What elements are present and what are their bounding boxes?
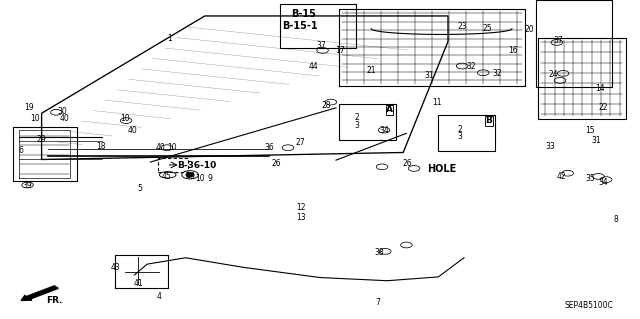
Text: 37: 37 <box>316 41 326 50</box>
Text: 33: 33 <box>545 142 556 151</box>
Text: 46: 46 <box>185 172 195 181</box>
Bar <box>339 104 396 140</box>
Text: 40: 40 <box>59 114 69 123</box>
Text: 18: 18 <box>96 142 105 151</box>
Text: 20: 20 <box>524 25 534 34</box>
Text: 45: 45 <box>161 172 172 181</box>
Text: 42: 42 <box>556 172 566 181</box>
Text: 10: 10 <box>120 114 131 123</box>
Text: 35: 35 <box>585 174 595 182</box>
Text: 11: 11 <box>432 98 441 107</box>
Text: FR.: FR. <box>46 296 63 305</box>
Text: 41: 41 <box>134 279 144 288</box>
Text: 43: 43 <box>110 263 120 272</box>
Text: 17: 17 <box>335 46 346 55</box>
Text: 31: 31 <box>424 71 434 80</box>
Text: 14: 14 <box>595 84 605 93</box>
Text: B-15-1: B-15-1 <box>282 21 317 31</box>
Text: 13: 13 <box>296 213 306 222</box>
Bar <box>438 115 495 151</box>
Text: 7: 7 <box>375 298 380 307</box>
Text: 32: 32 <box>467 62 477 71</box>
Text: 3: 3 <box>457 132 462 141</box>
Text: 28: 28 <box>322 101 331 110</box>
Text: 5: 5 <box>137 184 142 193</box>
Text: 22: 22 <box>598 103 607 112</box>
Text: 24: 24 <box>548 70 558 78</box>
Text: B-15: B-15 <box>292 9 316 19</box>
Text: 10: 10 <box>195 174 205 182</box>
Text: 27: 27 <box>296 138 306 147</box>
Text: 3: 3 <box>355 121 360 130</box>
Text: 37: 37 <box>553 36 563 45</box>
Text: 10: 10 <box>166 143 177 152</box>
Text: 1: 1 <box>167 34 172 43</box>
Text: 44: 44 <box>308 62 319 71</box>
Text: 29: 29 <box>36 135 47 144</box>
Text: 32: 32 <box>492 69 502 78</box>
Text: 21: 21 <box>367 66 376 75</box>
Text: 26: 26 <box>403 159 413 168</box>
Text: 2: 2 <box>355 113 360 122</box>
Text: 23: 23 <box>457 22 467 31</box>
Text: HOLE: HOLE <box>427 164 456 174</box>
Text: 30: 30 <box>58 107 68 115</box>
Text: 8: 8 <box>613 215 618 224</box>
Text: 19: 19 <box>24 103 34 112</box>
Text: 39: 39 <box>22 181 32 190</box>
Text: 2: 2 <box>457 125 462 134</box>
Text: 38: 38 <box>374 248 384 257</box>
Text: 10: 10 <box>30 114 40 123</box>
Text: 4: 4 <box>156 292 161 300</box>
Text: 25: 25 <box>483 24 493 33</box>
Text: 26: 26 <box>271 159 282 168</box>
Text: B-36-10: B-36-10 <box>177 161 217 170</box>
Text: 9: 9 <box>207 174 212 182</box>
Text: 15: 15 <box>585 126 595 135</box>
Text: 12: 12 <box>296 204 305 212</box>
Text: A: A <box>386 105 393 114</box>
Text: 31: 31 <box>591 137 602 145</box>
Text: 40: 40 <box>127 126 138 135</box>
Text: 6: 6 <box>19 146 24 155</box>
Bar <box>280 4 356 48</box>
Text: B: B <box>485 116 492 125</box>
FancyArrow shape <box>21 286 58 300</box>
Circle shape <box>186 173 194 177</box>
Text: 16: 16 <box>508 46 518 55</box>
Bar <box>536 0 612 87</box>
Text: 34: 34 <box>598 178 608 187</box>
Text: 36: 36 <box>264 143 274 152</box>
Text: 40: 40 <box>155 143 165 152</box>
Bar <box>158 158 188 172</box>
Text: 34: 34 <box>379 126 389 135</box>
Text: SEP4B5100C: SEP4B5100C <box>564 301 613 310</box>
